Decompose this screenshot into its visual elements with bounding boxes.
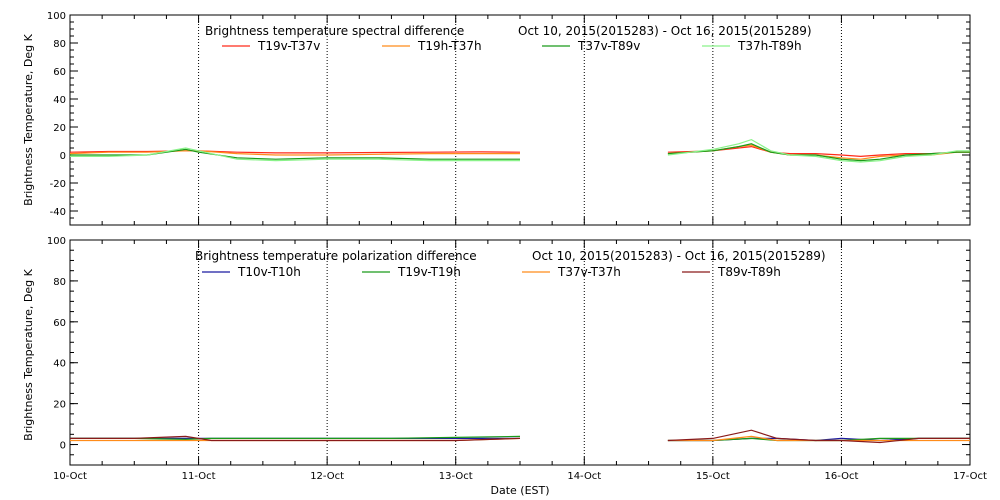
x-tick-label: 11-Oct — [182, 471, 216, 482]
series-line-t19h-t37h-seg0 — [69, 150, 520, 156]
legend: T10v-T10h T19v-T19h T37v-T37h T89v-T89h — [202, 265, 781, 279]
series-line-t37v-t89v-seg1 — [667, 143, 970, 162]
panel-title: Brightness temperature spectral differen… — [205, 24, 464, 38]
axis-ticks: 0 20 40 60 80 100 10-Oct 11-Oct 12-Oct 13-Oct 14-O… — [47, 236, 987, 482]
y-tick-label: 20 — [53, 123, 66, 134]
y-tick-label: 0 — [60, 441, 66, 452]
polarization-difference-panel: 0 20 40 60 80 100 10-Oct 11-Oct 12-Oct 13-Oct 14-O… — [22, 236, 987, 497]
legend-label: T10v-T10h — [237, 265, 301, 279]
panel-date-range: Oct 10, 2015(2015283) - Oct 16, 2015(201… — [532, 249, 826, 263]
y-tick-label: -40 — [50, 207, 66, 218]
x-axis-label: Date (EST) — [490, 484, 549, 497]
x-tick-label: 13-Oct — [439, 471, 473, 482]
y-tick-label: 80 — [53, 277, 66, 288]
series-line-t37v-t89v-seg0 — [70, 148, 520, 160]
x-tick-label: 17-Oct — [953, 471, 987, 482]
legend-label: T37v-T37h — [557, 265, 621, 279]
series-line-t89v-t89h-seg0 — [70, 435, 521, 442]
legend-label: T19v-T19h — [397, 265, 461, 279]
y-tick-label: 100 — [47, 236, 66, 247]
series-line-t37h-t89h-seg1 — [667, 138, 970, 163]
x-tick-label: 14-Oct — [567, 471, 601, 482]
series-line-t89v-t89h-seg1 — [667, 429, 970, 444]
legend-label: T89v-T89h — [717, 265, 781, 279]
x-tick-label: 15-Oct — [696, 471, 730, 482]
legend-label: T19v-T37v — [257, 39, 320, 53]
y-tick-label: 60 — [53, 318, 66, 329]
y-tick-label: 80 — [53, 39, 66, 50]
series-line-t19v-t37v-seg0 — [69, 150, 521, 154]
series-line-t37h-t89h-seg0 — [70, 147, 520, 162]
series-lines — [69, 138, 970, 163]
legend-label: T19h-T37h — [417, 39, 482, 53]
y-tick-label: 20 — [53, 400, 66, 411]
legend: T19v-T37v T19h-T37h T37v-T89v T37h-T89h — [222, 39, 802, 53]
legend-label: T37v-T89v — [577, 39, 640, 53]
spectral-difference-panel: -40 -20 0 20 40 60 80 100 Brightness temperatur… — [22, 11, 971, 226]
y-axis-label: Brightness Temperature, Deg K — [22, 268, 35, 440]
panel-title: Brightness temperature polarization diff… — [195, 249, 477, 263]
legend-label: T37h-T89h — [737, 39, 802, 53]
x-tick-label: 12-Oct — [310, 471, 344, 482]
plot-area-frame — [69, 239, 971, 466]
x-tick-label: 16-Oct — [824, 471, 858, 482]
y-tick-label: -20 — [50, 179, 66, 190]
y-tick-label: 60 — [53, 67, 66, 78]
x-tick-label: 10-Oct — [53, 471, 87, 482]
y-axis-label: Brightness Temperature, Deg K — [22, 33, 35, 205]
panel-date-range: Oct 10, 2015(2015283) - Oct 16, 2015(201… — [518, 24, 812, 38]
y-tick-label: 100 — [47, 11, 66, 22]
y-tick-label: 40 — [53, 359, 66, 370]
plot-area-frame — [69, 14, 971, 226]
y-tick-label: 0 — [60, 151, 66, 162]
series-lines — [70, 429, 970, 444]
series-line-t19v-t19h-seg0 — [70, 435, 521, 441]
axis-ticks: -40 -20 0 20 40 60 80 100 — [47, 11, 971, 226]
y-tick-label: 40 — [53, 95, 66, 106]
vertical-gridlines — [198, 15, 842, 225]
